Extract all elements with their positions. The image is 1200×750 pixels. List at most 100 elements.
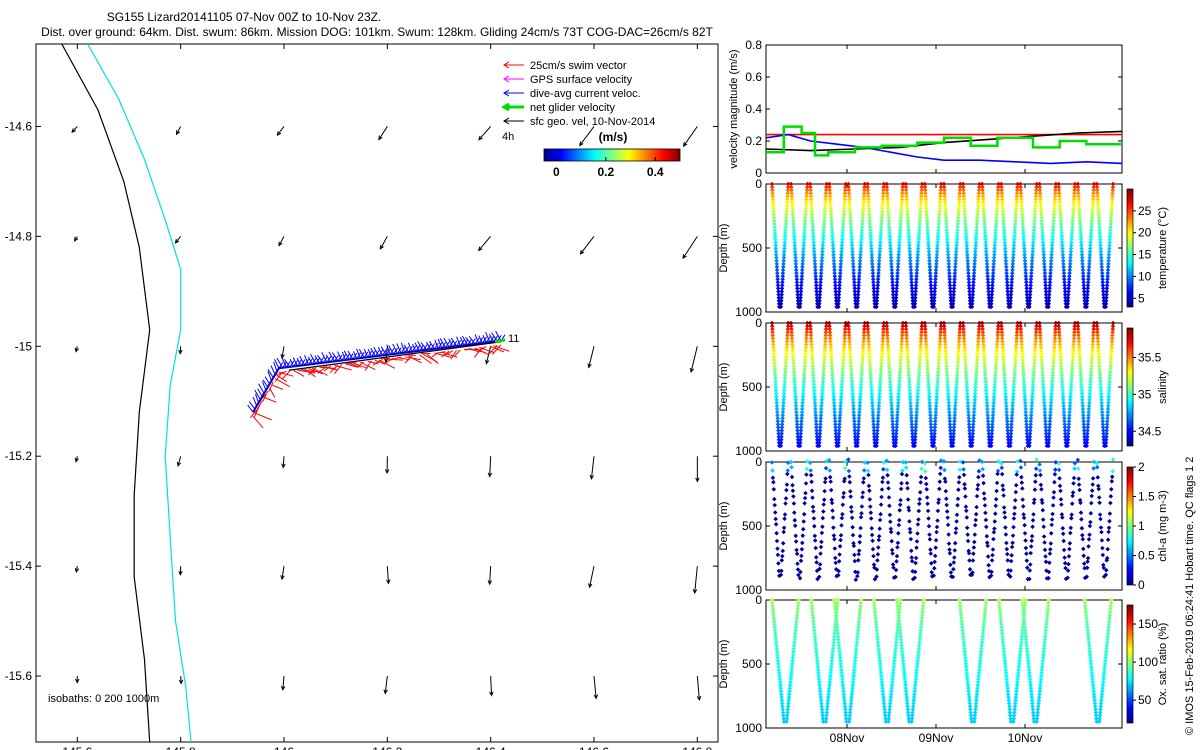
- profile-point: [908, 258, 913, 264]
- map-x-ticks: 145.6145.8146146.2146.4146.6146.8: [62, 44, 713, 750]
- profile-point: [871, 286, 877, 291]
- swim-vector: [271, 384, 284, 390]
- geo-vector-head: [378, 135, 383, 141]
- geo-vector: [485, 346, 492, 364]
- velocity-series: [766, 125, 1122, 157]
- side-credit: © IMOS 15-Feb-2019 06:24:41 Hobart time.…: [1184, 457, 1196, 735]
- net-velocity-marker: [494, 338, 506, 344]
- profile-point: [889, 267, 895, 273]
- profile-point: [779, 298, 784, 303]
- geo-vector: [683, 126, 698, 147]
- y-tick-label: 500: [742, 380, 762, 394]
- current-vector: [252, 396, 258, 407]
- current-vector: [296, 357, 302, 366]
- geo-vector: [281, 346, 285, 359]
- profile-point: [874, 292, 880, 297]
- geo-vector-head: [178, 349, 183, 355]
- colorbar-tick-label: 1.5: [1138, 490, 1155, 504]
- profile-point: [934, 255, 939, 260]
- geo-vector-head: [74, 567, 80, 574]
- isobath-0m: [61, 44, 151, 742]
- profile-point: [893, 301, 899, 307]
- geo-vector: [690, 346, 698, 373]
- colorbar-tick-label: 25: [1138, 204, 1152, 218]
- profile-point: [890, 280, 895, 285]
- geo-vector-head: [281, 463, 286, 469]
- swim-vector: [349, 363, 361, 368]
- current-vector: [274, 358, 280, 369]
- profile-point: [836, 295, 842, 300]
- profile-point: [910, 295, 915, 300]
- geo-vector-head: [379, 244, 384, 250]
- current-vector: [247, 404, 254, 413]
- colorbar: [1126, 327, 1134, 447]
- profile-point: [834, 298, 839, 303]
- swim-vector: [334, 364, 343, 375]
- swim-vector: [364, 360, 372, 371]
- y-tick-label: 0: [755, 177, 762, 191]
- profile-point: [794, 270, 799, 276]
- x-tick-label: 10Nov: [1008, 731, 1043, 745]
- legend-label: dive-avg current veloc.: [530, 88, 641, 100]
- current-vector: [261, 381, 267, 391]
- geo-vector-head: [383, 689, 388, 695]
- profile-point: [1110, 457, 1116, 462]
- profile-point: [817, 298, 822, 303]
- map-x-tick-label: 146.8: [682, 745, 712, 750]
- current-vector: [417, 340, 424, 351]
- swim-vector: [419, 354, 432, 365]
- profile-point: [774, 261, 780, 267]
- geo-vector: [278, 236, 285, 246]
- swim-vector: [252, 415, 264, 429]
- profile-point: [775, 286, 781, 291]
- swim-vector: [476, 346, 487, 353]
- profile-point: [776, 289, 781, 294]
- profile-point: [852, 292, 858, 297]
- profile-point: [876, 264, 882, 270]
- profile-point: [908, 270, 914, 276]
- map-y-tick-label: -15.4: [5, 559, 33, 573]
- y-tick-label: 0.8: [745, 38, 762, 52]
- geo-vector: [180, 676, 182, 684]
- map-x-tick-label: 145.8: [166, 745, 196, 750]
- profile-point: [857, 264, 863, 270]
- profile-point: [909, 280, 914, 285]
- current-vector: [254, 389, 261, 400]
- figure-title: SG155 Lizard20141105 07-Nov 00Z to 10-No…: [107, 10, 382, 24]
- profile-point: [857, 261, 863, 267]
- geo-vector: [71, 126, 78, 133]
- colorbar-tick-label: 20: [1138, 226, 1152, 240]
- track-end-label: 11: [508, 333, 519, 345]
- current-vector: [284, 359, 291, 368]
- profile-point: [896, 258, 901, 264]
- map-panel: 145.6145.8146146.2146.4146.6146.8 -14.6-…: [5, 43, 719, 750]
- profile-point: [870, 270, 876, 276]
- current-vector: [304, 355, 309, 365]
- profile-point: [891, 298, 896, 303]
- profile-point: [852, 289, 858, 294]
- swim-vector: [441, 350, 450, 358]
- current-vector: [478, 335, 483, 344]
- y-tick-label: 500: [742, 241, 762, 255]
- geo-vector: [176, 126, 182, 135]
- swim-vector: [374, 359, 386, 365]
- colorbar-tick-label: 35.5: [1138, 351, 1162, 365]
- profile-point: [837, 273, 843, 279]
- geo-vector-head: [176, 130, 181, 136]
- profile-point: [927, 264, 933, 270]
- map-y-tick-label: -15.2: [5, 449, 33, 463]
- profile-point: [915, 255, 920, 260]
- geo-vector-head: [477, 246, 483, 252]
- current-vector: [465, 336, 472, 345]
- profile-point: [914, 273, 919, 279]
- geo-vector: [282, 676, 285, 690]
- map-y-tick-label: -15.6: [5, 669, 33, 683]
- profile-point: [850, 258, 856, 264]
- profile-point: [851, 273, 857, 279]
- map-colorbar-tick-label: 0.4: [647, 165, 664, 179]
- profile-point: [908, 261, 913, 267]
- profile-point: [818, 280, 823, 285]
- current-vector: [367, 348, 372, 358]
- profile-point: [794, 283, 800, 288]
